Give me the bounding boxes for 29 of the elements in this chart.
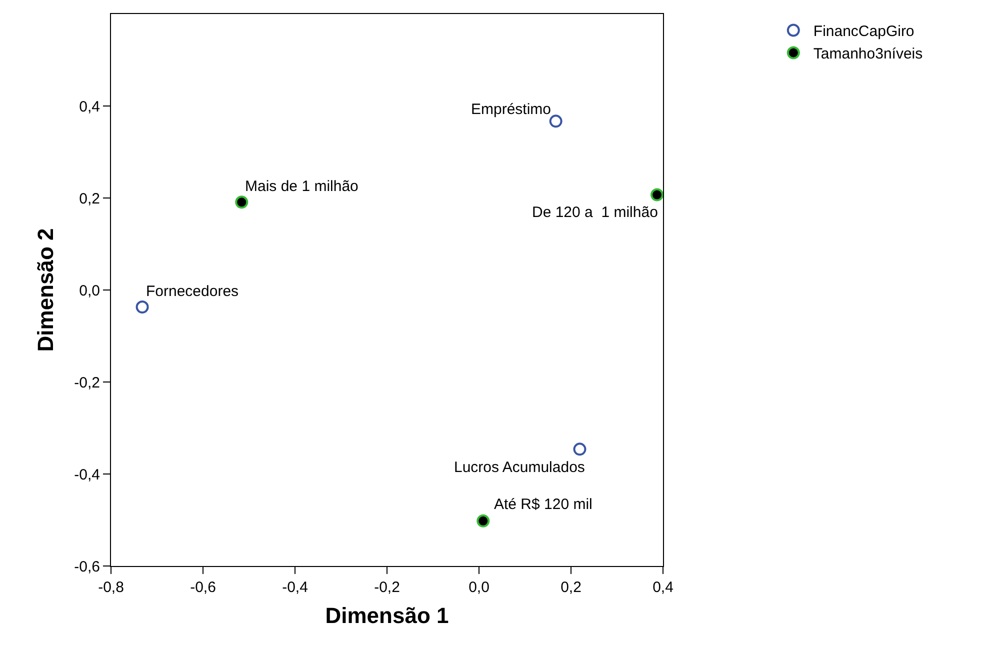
x-tick-label: 0,2 <box>560 579 582 596</box>
x-tick-label: -0,6 <box>190 579 216 596</box>
y-tick-label: -0,4 <box>74 466 100 484</box>
annotation: De 120 a 1 milhão <box>532 204 658 221</box>
y-axis-title: Dimensão 2 <box>32 228 58 352</box>
y-tick-label: -0,2 <box>74 374 100 392</box>
y-tick-label: 0,0 <box>79 282 100 300</box>
annotation: Fornecedores <box>146 283 239 300</box>
point <box>235 196 248 209</box>
y-tick-label: 0,2 <box>79 190 100 208</box>
annotation: Empréstimo <box>471 101 552 118</box>
annotation: Até R$ 120 mil <box>494 496 592 513</box>
point <box>650 188 663 202</box>
x-tick-label: -0,4 <box>282 579 308 596</box>
x-tick-label: -0,8 <box>98 579 124 596</box>
legend-label: FinancCapGiro <box>813 23 914 40</box>
point <box>476 514 490 528</box>
x-tick-label: 0,0 <box>468 579 490 596</box>
y-tick-label: 0,4 <box>79 98 100 116</box>
x-axis-title: Dimensão 1 <box>325 602 449 628</box>
point <box>549 114 562 128</box>
annotation: Lucros Acumulados <box>454 459 585 476</box>
point <box>573 442 586 456</box>
y-tick-label: -0,6 <box>74 558 100 576</box>
x-tick-label: 0,4 <box>652 579 674 596</box>
x-tick-label: -0,2 <box>374 579 400 596</box>
legend-label: Tamanho3níveis <box>813 46 923 63</box>
annotation: Mais de 1 milhão <box>245 178 358 195</box>
point <box>136 300 149 314</box>
